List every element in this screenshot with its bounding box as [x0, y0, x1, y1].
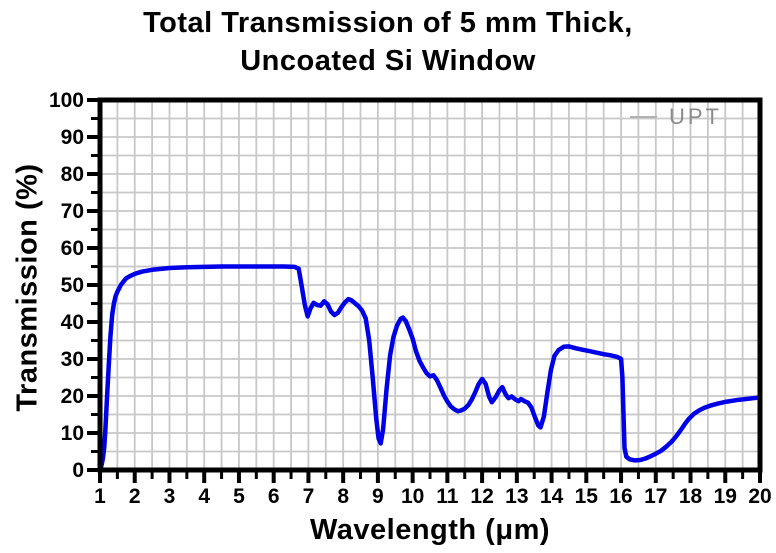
chart-title-line1: Total Transmission of 5 mm Thick, — [143, 7, 633, 39]
x-tick-label: 14 — [540, 485, 564, 508]
tick-labels: 1 2 3 4 5 6 7 8 9 10 11 12 13 14 15 16 17 18 19 20010203040… — [49, 89, 772, 508]
y-tick-label: 50 — [61, 274, 84, 297]
y-tick-label: 80 — [61, 163, 84, 186]
x-tick-label: 17 — [644, 485, 667, 508]
transmission-curve — [97, 264, 763, 473]
x-tick-label: 2 — [129, 485, 141, 508]
x-tick-label: 1 — [94, 485, 106, 508]
x-axis-title: Wavelength (μm) — [309, 514, 551, 546]
axis-ticks — [87, 98, 762, 483]
y-tick-label: 100 — [49, 89, 84, 112]
x-tick-label: 20 — [748, 485, 771, 508]
x-tick-label: 5 — [233, 485, 245, 508]
x-tick-label: 12 — [470, 485, 493, 508]
x-tick-label: 6 — [268, 485, 280, 508]
gridlines — [100, 100, 760, 470]
y-tick-label: 90 — [61, 126, 84, 149]
x-tick-label: 3 — [164, 485, 176, 508]
x-tick-label: 9 — [372, 485, 384, 508]
x-tick-label: 16 — [609, 485, 632, 508]
x-tick-label: 19 — [714, 485, 737, 508]
y-tick-label: 30 — [61, 348, 84, 371]
legend: UPT — [630, 104, 722, 130]
axis-frame — [97, 97, 763, 473]
x-tick-label: 7 — [303, 485, 315, 508]
x-tick-label: 10 — [401, 485, 424, 508]
y-tick-label: 0 — [72, 459, 84, 482]
x-tick-label: 8 — [337, 485, 349, 508]
y-tick-label: 10 — [61, 422, 84, 445]
x-tick-label: 13 — [505, 485, 528, 508]
x-tick-label: 11 — [436, 485, 459, 508]
y-tick-label: 60 — [61, 237, 84, 260]
legend-label: UPT — [669, 104, 722, 129]
chart-title-line2: Uncoated Si Window — [240, 45, 536, 77]
y-tick-label: 20 — [61, 385, 84, 408]
x-tick-label: 4 — [198, 485, 210, 508]
x-tick-label: 15 — [575, 485, 599, 508]
legend-line-swatch — [630, 116, 657, 118]
chart-title: Total Transmission of 5 mm Thick, Uncoat… — [0, 4, 776, 80]
y-tick-label: 70 — [61, 200, 84, 223]
y-tick-label: 40 — [61, 311, 84, 334]
x-tick-label: 18 — [679, 485, 703, 508]
